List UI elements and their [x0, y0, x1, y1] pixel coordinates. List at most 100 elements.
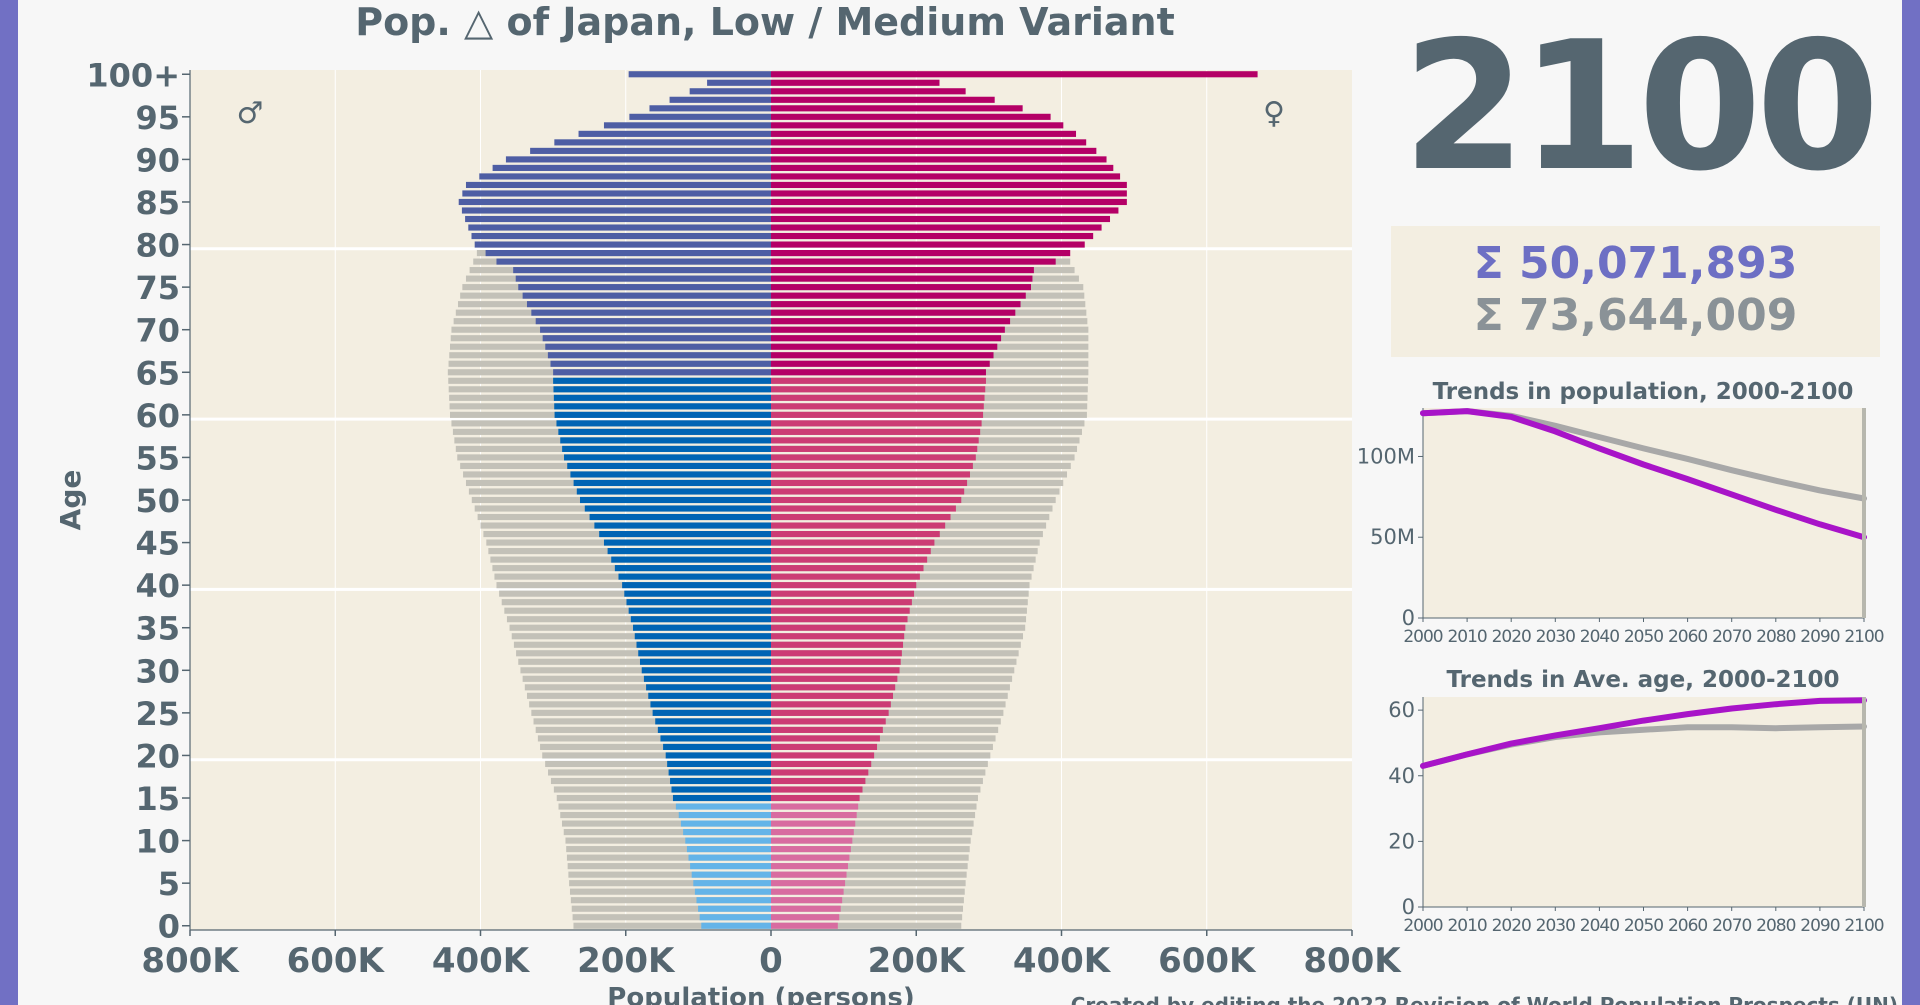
pyramid-bar-male-low-age-0 [701, 922, 771, 929]
pyramid-bar-male-low-age-24 [655, 718, 771, 725]
pyramid-bar-female-low-age-56 [771, 445, 978, 452]
pyramid-bar-male-low-age-7 [690, 863, 771, 870]
pyramid-bar-female-low-age-72 [771, 309, 1016, 316]
pyramid-bar-female-low-age-13 [771, 811, 857, 819]
pyramid-bar-male-medium-age-20 [542, 752, 771, 759]
pyramid-x-tick-label: 0 [759, 941, 783, 981]
male-symbol: ♂ [237, 96, 264, 131]
pyramid-bar-female-low-age-7 [771, 863, 848, 870]
pyramid-bar-female-low-age-88 [771, 173, 1121, 180]
pyramid-bar-female-low-age-64 [771, 377, 986, 384]
pyramid-bar-female-low-age-34 [771, 633, 905, 640]
pyramid-bar-male-medium-age-16 [553, 786, 771, 793]
pyramid-bar-male-low-age-8 [688, 854, 771, 861]
pyramid-bar-female-low-age-11 [771, 829, 854, 836]
pyramid-bar-female-low-age-25 [771, 709, 889, 716]
pyramid-bar-male-low-age-16 [671, 786, 771, 793]
pyramid-bar-female-low-age-86 [771, 190, 1127, 197]
pyramid-bar-male-low-age-92 [554, 139, 771, 146]
pyramid-y-tick-label: 30 [135, 652, 180, 690]
pyramid-bar-male-medium-age-7 [567, 863, 771, 870]
pyramid-bar-female-low-age-84 [771, 207, 1119, 214]
pyramid-bar-female-low-age-39 [771, 590, 915, 597]
pyramid-bar-female-medium-age-20 [771, 752, 991, 759]
pyramid-bar-male-medium-age-21 [540, 743, 771, 750]
pyramid-y-tick-label: 95 [135, 99, 180, 137]
population-sum-panel: Σ 50,071,893 Σ 73,644,009 [1391, 226, 1880, 357]
pyramid-y-tick-label: 45 [135, 525, 180, 563]
population-trend-x-tick-label: 2060 [1668, 627, 1707, 647]
pyramid-bar-female-medium-age-0 [771, 922, 962, 929]
pyramid-bar-male-low-age-48 [589, 513, 771, 521]
pyramid-bar-female-low-age-77 [771, 267, 1034, 274]
pyramid-bar-male-low-age-63 [553, 386, 771, 393]
pyramid-bar-male-low-age-26 [650, 701, 771, 708]
source-note: Created by editing the 2022 Revision of … [1071, 993, 1898, 1005]
pyramid-bar-female-low-age-26 [771, 701, 891, 708]
pyramid-bar-male-low-age-78 [496, 258, 771, 265]
pyramid-bar-female-low-age-38 [771, 599, 912, 606]
pyramid-y-tick-label: 35 [135, 610, 180, 648]
pyramid-y-tick-label: 100+ [86, 56, 180, 94]
pyramid-bar-female-low-age-59 [771, 420, 982, 427]
pyramid-bar-male-low-age-19 [667, 760, 771, 768]
pyramid-bar-female-medium-age-8 [771, 854, 969, 861]
pyramid-bar-male-low-age-30 [641, 667, 771, 674]
pyramid-bar-female-low-age-99 [771, 79, 940, 86]
pyramid-bar-female-low-age-97 [771, 96, 995, 103]
pyramid-bar-female-low-age-36 [771, 616, 908, 623]
pyramid-y-tick-label: 40 [135, 567, 180, 605]
female-symbol: ♀ [1263, 96, 1285, 131]
pyramid-bar-female-low-age-98 [771, 88, 966, 95]
pyramid-low-variant-bars [458, 71, 1258, 929]
pyramid-bar-female-low-age-93 [771, 130, 1077, 137]
pyramid-bar-male-low-age-73 [526, 301, 771, 308]
pyramid-bar-male-low-age-88 [479, 173, 771, 180]
pyramid-bar-male-low-age-64 [553, 377, 771, 384]
pyramid-bar-female-low-age-54 [771, 462, 973, 470]
pyramid-bar-male-low-age-85 [458, 198, 771, 206]
pyramid-bar-male-low-age-72 [531, 309, 771, 316]
pyramid-bar-male-low-age-45 [603, 539, 771, 546]
pyramid-bar-female-low-age-60 [771, 411, 984, 418]
age-trend-x-tick-label: 2100 [1844, 916, 1883, 936]
pyramid-bar-female-low-age-55 [771, 454, 976, 461]
pyramid-bar-male-low-age-1 [699, 914, 771, 921]
pyramid-bar-male-low-age-55 [564, 454, 771, 461]
pyramid-bar-male-low-age-67 [547, 352, 771, 359]
pyramid-bar-female-low-age-80 [771, 241, 1085, 248]
pyramid-bar-male-low-age-86 [462, 190, 771, 197]
pyramid-bar-female-medium-age-4 [771, 888, 965, 895]
pyramid-bar-male-low-age-99 [707, 79, 771, 86]
year-label: 2100 [1402, 3, 1879, 210]
pyramid-x-tick-label: 800K [141, 941, 240, 981]
pyramid-x-tick-label: 400K [1013, 941, 1112, 981]
pyramid-bar-female-medium-age-3 [771, 897, 964, 904]
age-trend-y-tick-label: 60 [1388, 698, 1415, 722]
age-trend-x-tick-label: 2010 [1447, 916, 1486, 936]
pyramid-bar-male-low-age-74 [522, 292, 771, 299]
pyramid-bar-female-low-age-47 [771, 522, 946, 529]
pyramid-bar-male-medium-age-6 [568, 871, 771, 878]
pyramid-bar-female-low-age-4 [771, 888, 844, 895]
pyramid-bar-male-low-age-5 [693, 880, 771, 887]
sum-medium-variant: Σ 73,644,009 [1473, 290, 1798, 341]
pyramid-bar-female-low-age-67 [771, 352, 994, 359]
pyramid-bar-male-low-age-12 [680, 820, 771, 827]
population-trend-x-tick-label: 2030 [1536, 627, 1575, 647]
chart-canvas: Pop. △ of Japan, Low / Medium Variant 0 5… [54, 0, 1898, 1005]
pyramid-bar-female-low-age-85 [771, 198, 1127, 206]
pyramid-bar-male-low-age-97 [669, 96, 771, 103]
pyramid-bar-female-low-age-12 [771, 820, 856, 827]
pyramid-bar-male-low-age-65 [553, 369, 771, 376]
pyramid-bar-male-low-age-41 [618, 573, 771, 580]
pyramid-bar-female-low-age-31 [771, 658, 901, 665]
pyramid-bar-male-low-age-83 [465, 215, 771, 223]
pyramid-y-tick-label: 85 [135, 184, 180, 222]
pyramid-bar-male-low-age-52 [573, 479, 771, 487]
population-trend-x-tick-label: 2090 [1800, 627, 1839, 647]
pyramid-bar-female-low-age-37 [771, 607, 910, 614]
pyramid-bar-female-low-age-9 [771, 846, 851, 853]
pyramid-bar-male-low-age-43 [611, 556, 771, 563]
pyramid-x-axis-label: Population (persons) [607, 983, 914, 1005]
